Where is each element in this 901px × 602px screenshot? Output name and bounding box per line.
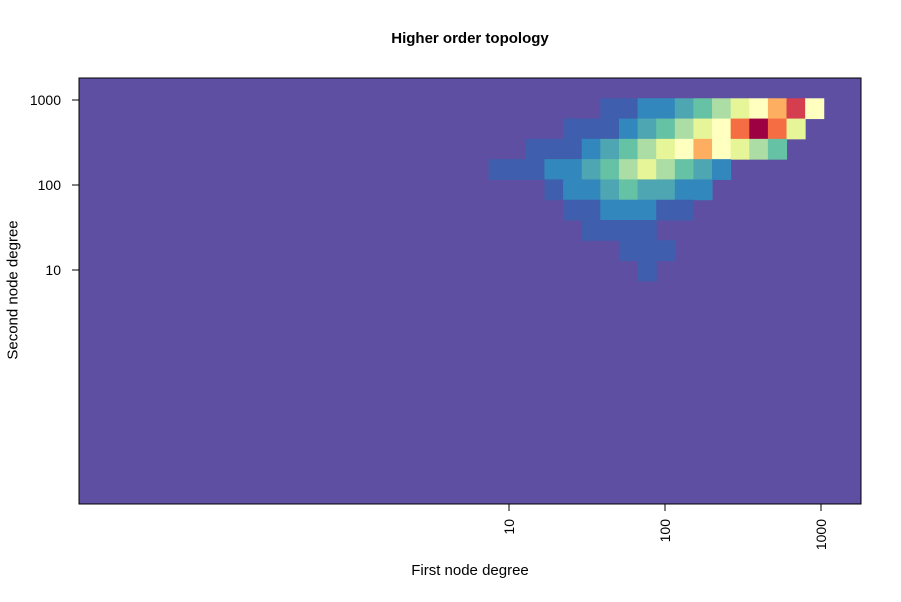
heatmap-cell: [581, 138, 601, 160]
heatmap-cell: [600, 138, 620, 160]
heatmap-cell: [544, 179, 564, 201]
heatmap-cell: [693, 98, 713, 120]
heatmap-cell: [600, 98, 620, 120]
heatmap-cell: [637, 240, 657, 262]
heatmap-cell: [544, 159, 564, 180]
y-tick-label: 10: [45, 262, 61, 278]
heatmap-cell: [563, 199, 583, 221]
x-axis-ticks: 10 100 1000: [501, 504, 829, 550]
heatmap-cell: [525, 138, 545, 160]
heatmap-cell: [637, 98, 657, 120]
heatmap-cell: [600, 159, 620, 180]
heatmap-cell: [637, 179, 657, 201]
heatmap-cell: [749, 118, 769, 140]
heatmap-cell: [656, 138, 676, 160]
heatmap-cell: [618, 240, 639, 262]
plot-frame: [78, 77, 862, 505]
heatmap-cell: [767, 138, 788, 160]
heatmap-cell: [693, 159, 713, 180]
heatmap-cell: [693, 118, 713, 140]
heatmap-cell: [618, 98, 639, 120]
heatmap-cell: [563, 138, 583, 160]
heatmap-cell: [637, 118, 657, 140]
x-tick-label: 100: [657, 519, 673, 543]
heatmap-cell: [730, 138, 750, 160]
heatmap-cell: [656, 199, 676, 221]
heatmap-cell: [525, 159, 545, 180]
heatmap-cell: [674, 199, 694, 221]
heatmap-cell: [618, 118, 639, 140]
heatmap-cell: [656, 118, 676, 140]
heatmap-cell: [712, 159, 732, 180]
heatmap-cell: [637, 199, 657, 221]
heatmap-cell: [618, 179, 639, 201]
heatmap-cell: [712, 98, 732, 120]
heatmap-cell: [507, 159, 527, 180]
heatmap-cell: [656, 98, 676, 120]
heatmap-cell: [581, 220, 601, 241]
y-tick-label: 100: [38, 177, 62, 193]
heatmap-cell: [637, 220, 657, 241]
heatmap-cell: [600, 179, 620, 201]
heatmap-cell: [674, 159, 694, 180]
heatmap-cell: [637, 159, 657, 180]
heatmap-cell: [581, 159, 601, 180]
x-tick-label: 10: [501, 519, 517, 535]
heatmap-cell: [544, 138, 564, 160]
heatmap-cell: [600, 118, 620, 140]
heatmap-cell: [581, 179, 601, 201]
heatmap-cell: [674, 118, 694, 140]
heatmap-cell: [563, 159, 583, 180]
heatmap-cell: [618, 199, 639, 221]
heatmap-cell: [674, 98, 694, 120]
heatmap-cell: [656, 159, 676, 180]
heatmap-cell: [693, 138, 713, 160]
heatmap-cell: [767, 98, 788, 120]
heatmap-cell: [749, 98, 769, 120]
heatmap-cell: [656, 179, 676, 201]
heatmap-cell: [674, 179, 694, 201]
heatmap-cell: [563, 118, 583, 140]
heatmap-cell: [581, 118, 601, 140]
heatmap-cell: [674, 138, 694, 160]
heatmap-cell: [618, 159, 639, 180]
heatmap-cell: [656, 240, 676, 262]
heatmap-cell: [767, 118, 788, 140]
heatmap-cell: [730, 98, 750, 120]
x-axis-label: First node degree: [411, 562, 529, 579]
heatmap-cell: [600, 199, 620, 221]
chart-title: Higher order topology: [391, 30, 549, 47]
heatmap-cells: [488, 98, 825, 282]
heatmap-cell: [693, 179, 713, 201]
heatmap-cell: [618, 138, 639, 160]
heatmap-cell: [712, 118, 732, 140]
heatmap-cell: [637, 138, 657, 160]
heatmap-cell: [618, 220, 639, 241]
heatmap-cell: [805, 98, 825, 120]
y-tick-label: 1000: [30, 92, 61, 108]
heatmap-cell: [712, 138, 732, 160]
heatmap-cell: [581, 199, 601, 221]
heatmap-cell: [600, 220, 620, 241]
heatmap-cell: [786, 118, 806, 140]
heatmap-cell: [637, 260, 657, 282]
y-axis-ticks: 10 100 1000: [30, 92, 79, 278]
heatmap-cell: [730, 118, 750, 140]
x-tick-label: 1000: [813, 519, 829, 550]
heatmap-cell: [749, 138, 769, 160]
heatmap-cell: [488, 159, 508, 180]
heatmap-cell: [786, 98, 806, 120]
heatmap-cell: [563, 179, 583, 201]
